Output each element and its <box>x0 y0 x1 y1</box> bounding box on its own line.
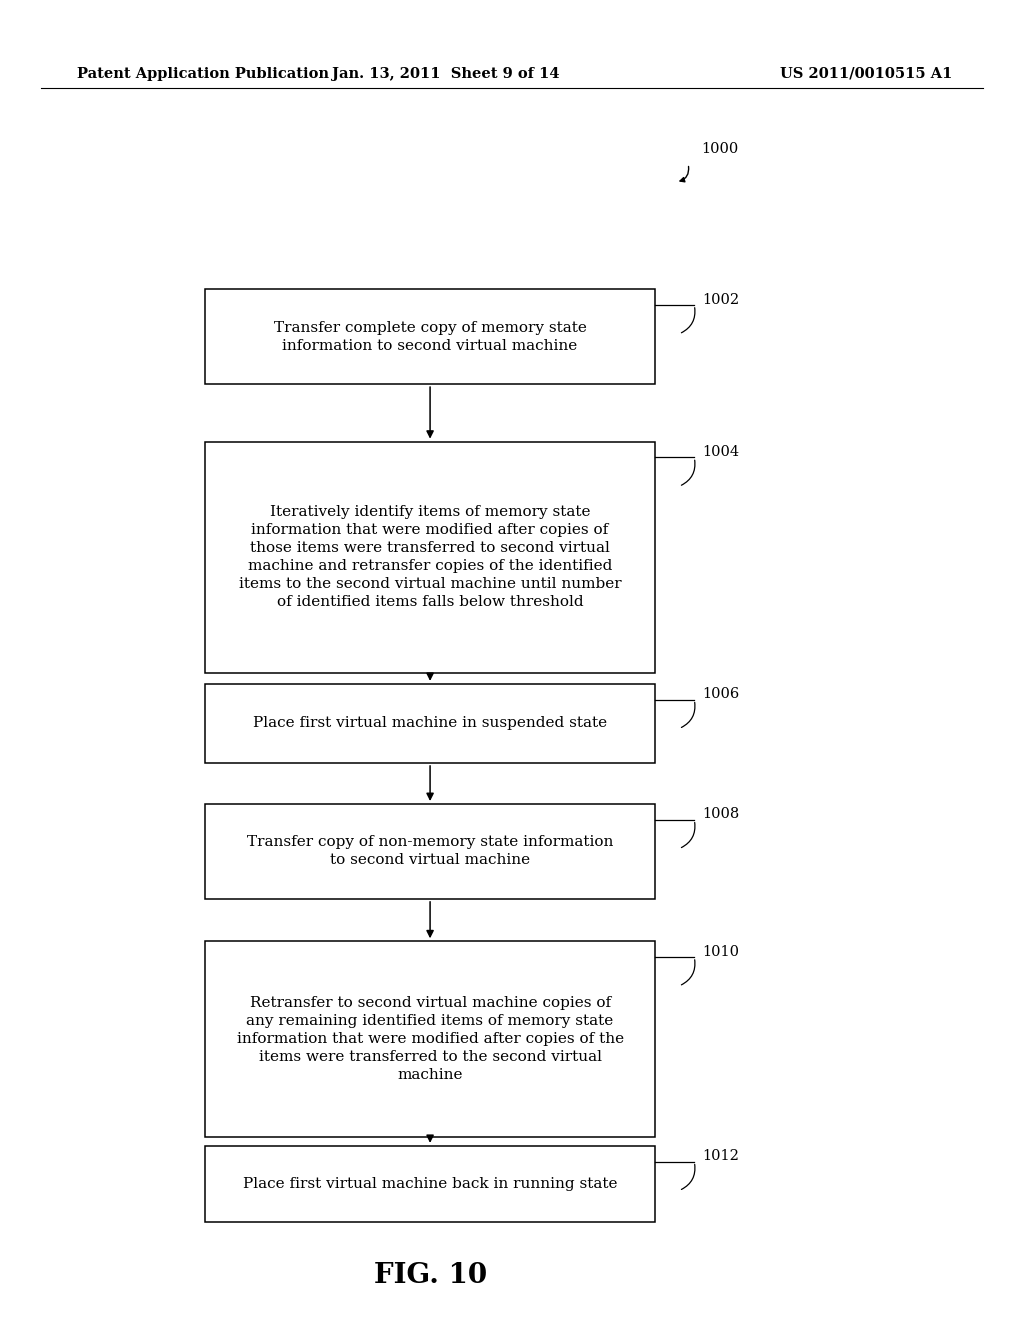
Text: FIG. 10: FIG. 10 <box>374 1262 486 1288</box>
Text: Iteratively identify items of memory state
information that were modified after : Iteratively identify items of memory sta… <box>239 506 622 609</box>
Bar <box>205 441 655 673</box>
Text: 1002: 1002 <box>702 293 739 306</box>
Text: Place first virtual machine in suspended state: Place first virtual machine in suspended… <box>253 717 607 730</box>
Text: 1010: 1010 <box>702 945 739 958</box>
Bar <box>205 684 655 763</box>
Text: Patent Application Publication: Patent Application Publication <box>77 67 329 81</box>
Text: Transfer complete copy of memory state
information to second virtual machine: Transfer complete copy of memory state i… <box>273 321 587 352</box>
Bar <box>205 289 655 384</box>
Text: 1006: 1006 <box>702 688 739 701</box>
Text: 1012: 1012 <box>702 1150 739 1163</box>
Text: Retransfer to second virtual machine copies of
any remaining identified items of: Retransfer to second virtual machine cop… <box>237 997 624 1081</box>
Text: US 2011/0010515 A1: US 2011/0010515 A1 <box>780 67 952 81</box>
Bar <box>205 804 655 899</box>
Text: 1000: 1000 <box>701 143 738 156</box>
Text: Place first virtual machine back in running state: Place first virtual machine back in runn… <box>243 1177 617 1191</box>
Bar <box>205 941 655 1137</box>
Text: 1004: 1004 <box>702 445 739 459</box>
Text: Jan. 13, 2011  Sheet 9 of 14: Jan. 13, 2011 Sheet 9 of 14 <box>332 67 559 81</box>
Text: 1008: 1008 <box>702 808 739 821</box>
Text: Transfer copy of non-memory state information
to second virtual machine: Transfer copy of non-memory state inform… <box>247 836 613 867</box>
Bar <box>205 1146 655 1222</box>
